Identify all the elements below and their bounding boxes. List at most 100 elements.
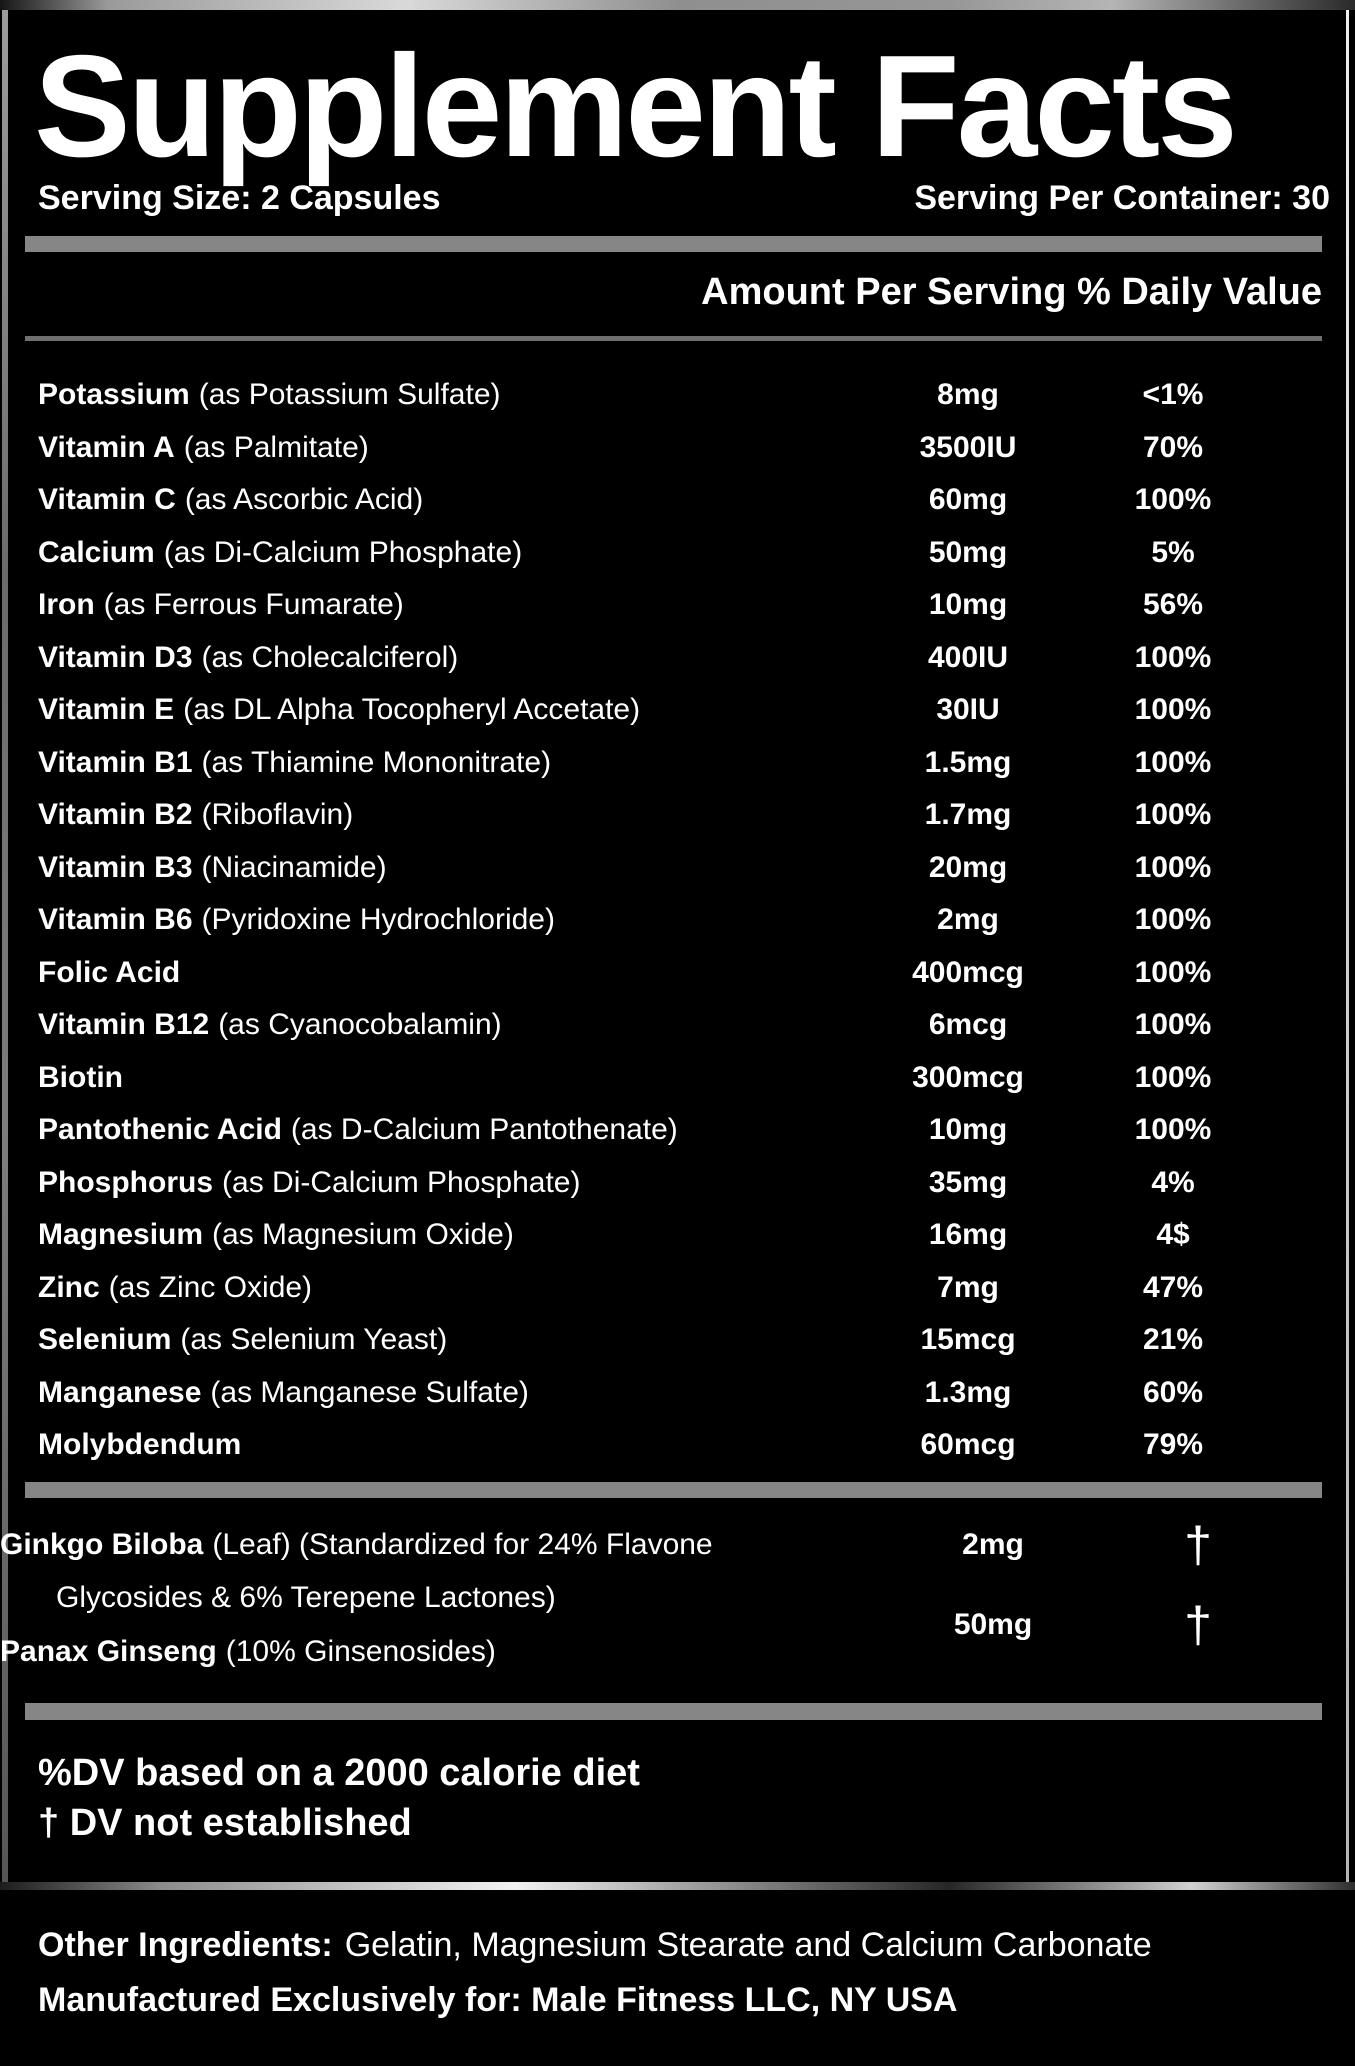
row-dv: 100% xyxy=(1134,640,1212,674)
table-row: Biotin 300mcg 100% xyxy=(38,1052,1330,1105)
table-row: Vitamin B1 (as Thiamine Mononitrate) 1.5m… xyxy=(38,737,1330,790)
row-detail: (as Ascorbic Acid) xyxy=(184,483,424,517)
row-name: Vitamin C xyxy=(38,483,176,517)
row-dv: 47% xyxy=(1142,1270,1204,1304)
row-dv: 60% xyxy=(1142,1375,1204,1409)
other-ingredients-label: Other Ingredients: xyxy=(38,1925,333,1964)
table-row-ginkgo: Ginkgo Biloba (Leaf) (Standardized for 24… xyxy=(0,1518,1355,1572)
row-amount: 10mg xyxy=(928,588,1008,622)
table-row: Pantothenic Acid (as D-Calcium Pantothena… xyxy=(38,1104,1330,1157)
row-detail: (as Manganese Sulfate) xyxy=(210,1375,529,1409)
row-name: Zinc xyxy=(38,1270,100,1304)
row-detail: (as Zinc Oxide) xyxy=(108,1270,313,1304)
table-row: Vitamin B6 (Pyridoxine Hydrochloride) 2mg… xyxy=(38,894,1330,947)
row-name: Phosphorus xyxy=(38,1165,214,1199)
row-amount: 400mcg xyxy=(912,955,1024,989)
row-amount: 20mg xyxy=(928,850,1008,884)
row-name: Panax Ginseng xyxy=(0,1635,217,1668)
row-name: Biotin xyxy=(38,1060,123,1094)
row-amount: 30IU xyxy=(936,693,1000,727)
serving-per-container: Serving Per Container: 30 xyxy=(914,179,1330,217)
row-name: Molybdendum xyxy=(38,1428,242,1462)
row-dv: 100% xyxy=(1134,483,1212,517)
table-row: Vitamin E (as DL Alpha Tocopheryl Accetat… xyxy=(38,684,1330,737)
table-row: Potassium (as Potassium Sulfate) 8mg <1% xyxy=(38,369,1330,422)
row-dv: 4$ xyxy=(1156,1218,1190,1252)
row-name: Potassium xyxy=(38,378,190,412)
row-detail: (Leaf) (Standardized for 24% Flavone xyxy=(212,1528,713,1561)
row-detail: (as D-Calcium Pantothenate) xyxy=(290,1113,678,1147)
row-detail: (Riboflavin) xyxy=(201,798,354,832)
table-row: Molybdendum 60mcg 79% xyxy=(38,1419,1330,1472)
row-dv: 70% xyxy=(1142,430,1204,464)
row-detail: (Pyridoxine Hydrochloride) xyxy=(201,903,555,937)
row-name: Vitamin B1 xyxy=(38,745,193,779)
row-name: Manganese xyxy=(38,1375,202,1409)
table-row: Phosphorus (as Di-Calcium Phosphate) 35mg… xyxy=(38,1157,1330,1210)
row-amount: 300mcg xyxy=(912,1060,1024,1094)
manufactured-for: Manufactured Exclusively for: Male Fitne… xyxy=(38,1980,958,2019)
row-dv: 100% xyxy=(1134,745,1212,779)
serving-size: Serving Size: 2 Capsules xyxy=(38,179,441,217)
row-amount: 2mg xyxy=(937,903,999,937)
divider-bar-bottom xyxy=(25,1703,1322,1720)
row-amount: 2mg xyxy=(962,1528,1024,1561)
row-dv: 100% xyxy=(1134,850,1212,884)
row-detail: (10% Ginsenosides) xyxy=(225,1635,496,1668)
row-name: Vitamin D3 xyxy=(38,640,193,674)
row-detail-continued: Glycosides & 6% Terepene Lactones) xyxy=(56,1581,556,1614)
table-row: Vitamin D3 (as Cholecalciferol) 400IU 100… xyxy=(38,632,1330,685)
row-amount: 60mcg xyxy=(920,1428,1016,1462)
row-amount: 60mg xyxy=(928,483,1008,517)
row-amount: 400IU xyxy=(927,640,1009,674)
row-amount: 10mg xyxy=(928,1113,1008,1147)
row-amount: 50mg xyxy=(953,1608,1033,1641)
footnote-dv-not-established: † DV not established xyxy=(38,1801,412,1844)
table-row: Zinc (as Zinc Oxide) 7mg 47% xyxy=(38,1262,1330,1315)
table-row: Vitamin C (as Ascorbic Acid) 60mg 100% xyxy=(38,474,1330,527)
other-ingredients: Other Ingredients: Gelatin, Magnesium Ste… xyxy=(38,1919,1152,1971)
row-amount: 15mcg xyxy=(920,1323,1016,1357)
row-dv: 56% xyxy=(1142,588,1204,622)
row-name: Ginkgo Biloba xyxy=(0,1528,204,1561)
row-amount: 7mg xyxy=(937,1270,999,1304)
footnote-dv-basis: %DV based on a 2000 calorie diet xyxy=(38,1751,640,1794)
row-dv: 100% xyxy=(1134,1008,1212,1042)
row-name: Vitamin B3 xyxy=(38,850,193,884)
row-detail: (as Selenium Yeast) xyxy=(180,1323,448,1357)
row-name: Vitamin E xyxy=(38,693,175,727)
metal-edge-left xyxy=(2,10,8,1882)
dagger-symbol: † xyxy=(1184,1517,1212,1573)
row-detail: (as Di-Calcium Phosphate) xyxy=(222,1165,581,1199)
row-detail: (as Potassium Sulfate) xyxy=(198,378,501,412)
row-name: Vitamin A xyxy=(38,430,175,464)
row-name: Vitamin B2 xyxy=(38,798,193,832)
row-name: Folic Acid xyxy=(38,955,181,989)
row-name: Vitamin B12 xyxy=(38,1008,210,1042)
row-amount: 3500IU xyxy=(919,430,1017,464)
page-title: Supplement Facts xyxy=(34,25,1238,187)
divider-bar-middle xyxy=(25,1482,1322,1498)
table-row: Calcium (as Di-Calcium Phosphate) 50mg 5% xyxy=(38,527,1330,580)
row-dv: 5% xyxy=(1151,535,1195,569)
row-dv: 100% xyxy=(1134,903,1212,937)
row-amount: 16mg xyxy=(928,1218,1008,1252)
row-amount: 50mg xyxy=(928,535,1008,569)
row-dv: <1% xyxy=(1142,378,1204,412)
table-row: Manganese (as Manganese Sulfate) 1.3mg 60… xyxy=(38,1367,1330,1420)
metal-edge-right xyxy=(1346,10,1349,1882)
table-row-panax: Panax Ginseng (10% Ginsenosides) 50mg † xyxy=(0,1600,1355,1679)
table-row: Vitamin B3 (Niacinamide) 20mg 100% xyxy=(38,842,1330,895)
row-name: Vitamin B6 xyxy=(38,903,193,937)
row-amount: 8mg xyxy=(937,378,999,412)
table-row: Magnesium (as Magnesium Oxide) 16mg 4$ xyxy=(38,1209,1330,1262)
row-amount: 1.3mg xyxy=(924,1375,1012,1409)
divider-line-header xyxy=(25,336,1322,341)
metal-edge-top xyxy=(0,0,1355,10)
divider-bar-top xyxy=(25,236,1322,252)
row-dv: 100% xyxy=(1134,955,1212,989)
row-detail: (as DL Alpha Tocopheryl Accetate) xyxy=(183,693,641,727)
row-detail: (as Palmitate) xyxy=(183,430,369,464)
dagger-symbol: † xyxy=(1184,1597,1212,1653)
